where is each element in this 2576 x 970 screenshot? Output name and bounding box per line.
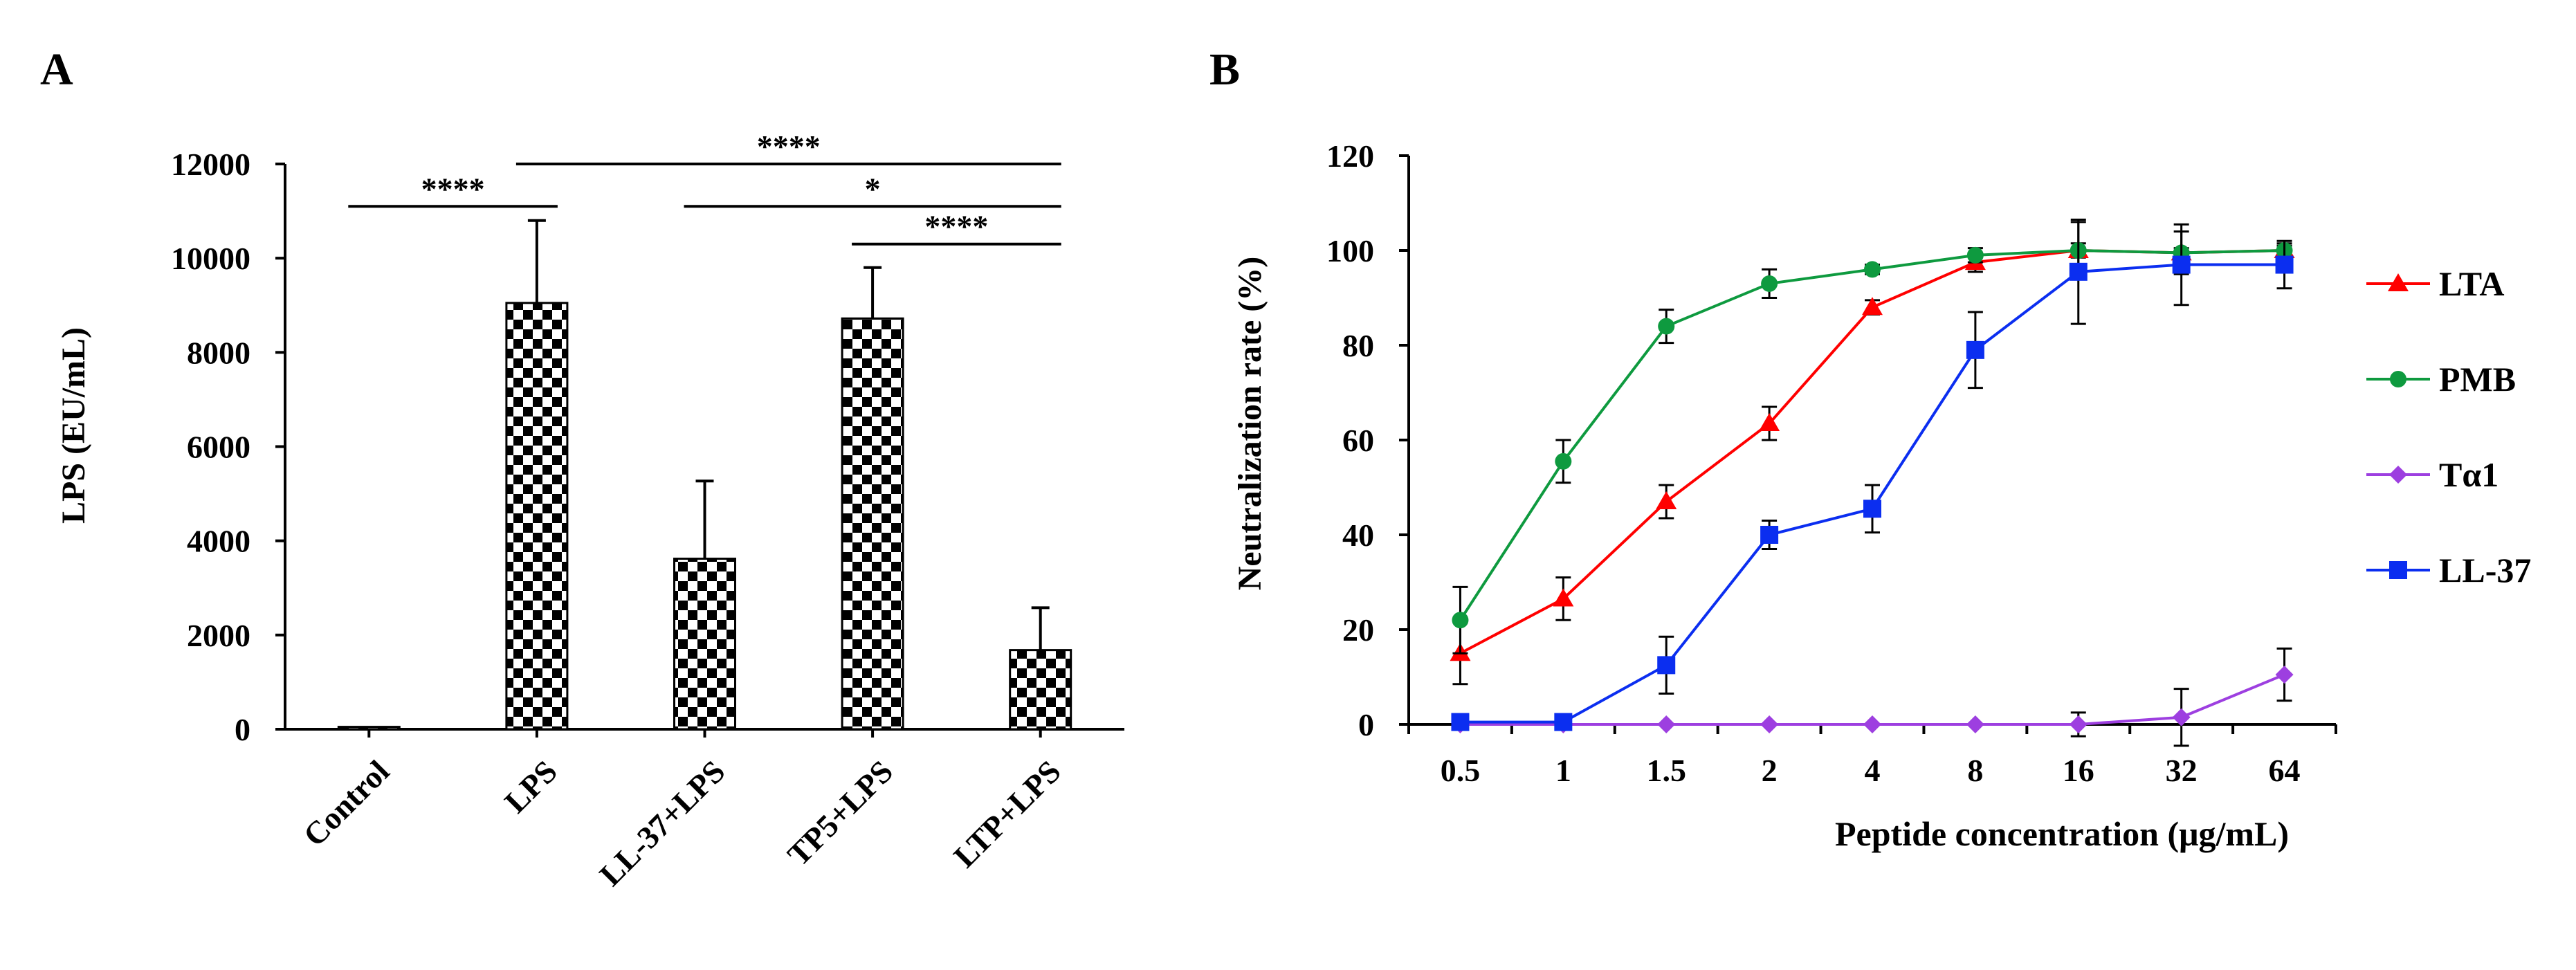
chart-b-y-tick-label: 0 xyxy=(1358,707,1374,742)
chart-a-x-tick-label: TP5+LPS xyxy=(780,753,899,872)
chart-a-y-tick-label: 10000 xyxy=(171,241,250,276)
chart-b-point-ll-37 xyxy=(1760,526,1779,544)
chart-b-legend-label-ll-37: LL-37 xyxy=(2439,551,2531,589)
chart-b-point-t-1 xyxy=(1657,715,1676,733)
chart-a-y-tick-label: 6000 xyxy=(187,430,250,465)
chart-a-y-tick-label: 2000 xyxy=(187,618,250,653)
chart-b-legend-label-t-1: Tα1 xyxy=(2439,455,2499,494)
chart-b-legend-marker-t-1 xyxy=(2389,466,2407,484)
chart-a-x-tick-label: LPS xyxy=(497,753,564,820)
chart-b-point-ll-37 xyxy=(2069,262,2088,281)
chart-a-y-tick-label: 4000 xyxy=(187,524,250,559)
chart-a-bar-ll-37-lps xyxy=(673,558,736,731)
chart-b-point-ll-37 xyxy=(1451,713,1470,731)
chart-b-legend-marker-lta xyxy=(2388,273,2409,291)
chart-b-y-tick-label: 80 xyxy=(1342,328,1374,363)
chart-b-point-ll-37 xyxy=(2172,255,2191,274)
chart-a-y-tick-label: 8000 xyxy=(187,335,250,370)
chart-b-x-tick-label: 4 xyxy=(1865,753,1881,788)
chart-b-point-t-1 xyxy=(2275,666,2294,684)
chart-b-point-pmb xyxy=(1452,612,1469,629)
chart-b-point-pmb xyxy=(1966,246,1984,264)
chart-a-y-axis-label: LPS (EU/mL) xyxy=(55,327,92,524)
chart-b-legend-label-pmb: PMB xyxy=(2439,360,2516,399)
chart-a-bar-ltp-lps xyxy=(1009,649,1072,731)
chart-b-y-tick-label: 60 xyxy=(1342,423,1374,458)
chart-a-significance-label: **** xyxy=(757,129,821,164)
chart-b-x-tick-label: 32 xyxy=(2166,753,2198,788)
chart-b-x-axis-label: Peptide concentration (μg/mL) xyxy=(1835,814,2289,853)
chart-a-y-tick-label: 0 xyxy=(235,712,250,747)
chart-b-point-lta xyxy=(1553,588,1574,607)
chart-a-x-tick-label: LL-37+LPS xyxy=(593,753,732,893)
chart-a-significance-label: **** xyxy=(421,171,485,206)
chart-b-point-pmb xyxy=(1658,318,1675,335)
chart-b-x-tick-label: 1 xyxy=(1555,753,1571,788)
chart-b-legend-marker-pmb xyxy=(2390,371,2406,387)
chart-a: LPS (EU/mL) 0 2000 4000 6000 8000 10000 12000 C… xyxy=(55,129,1124,893)
chart-b-point-pmb xyxy=(1761,275,1778,292)
chart-b-point-t-1 xyxy=(2172,708,2191,726)
chart-b-point-ll-37 xyxy=(1554,713,1573,731)
chart-a-y-tick-label: 12000 xyxy=(171,147,250,182)
chart-b-point-ll-37 xyxy=(1657,656,1676,675)
chart-b-point-ll-37 xyxy=(1863,500,1881,518)
chart-b-y-tick-label: 120 xyxy=(1326,138,1374,174)
chart-b-x-tick-label: 16 xyxy=(2063,753,2094,788)
chart-b-point-t-1 xyxy=(1966,715,1984,733)
chart-b-y-tick-label: 20 xyxy=(1342,612,1374,648)
chart-a-bar-tp5-lps xyxy=(841,317,904,731)
chart-a-significance-label: **** xyxy=(924,209,988,244)
chart-b-x-tick-label: 64 xyxy=(2269,753,2301,788)
chart-b-point-lta xyxy=(1656,491,1677,510)
chart-b-point-lta xyxy=(1759,413,1780,432)
chart-a-x-tick-label: Control xyxy=(296,753,396,853)
chart-b-x-tick-label: 2 xyxy=(1762,753,1778,788)
chart-a-bar-lps xyxy=(505,302,569,731)
chart-b-point-t-1 xyxy=(1863,715,1881,733)
chart-b-point-ll-37 xyxy=(1966,340,1984,359)
chart-b-point-t-1 xyxy=(1760,715,1779,733)
chart-b-legend-label-lta: LTA xyxy=(2439,264,2505,303)
chart-b-x-tick-label: 1.5 xyxy=(1646,753,1686,788)
chart-b-legend-marker-ll-37 xyxy=(2389,561,2407,579)
chart-b-point-lta xyxy=(1862,297,1883,315)
chart-b-point-ll-37 xyxy=(2275,255,2294,274)
chart-b-y-tick-label: 40 xyxy=(1342,518,1374,553)
chart-a-bar-control xyxy=(337,726,401,731)
chart-b-y-axis-label: Neutralization rate (%) xyxy=(1232,257,1268,591)
chart-a-x-tick-label: LTP+LPS xyxy=(947,753,1068,875)
chart-b-point-t-1 xyxy=(2069,715,2088,733)
chart-b-x-tick-label: 8 xyxy=(1967,753,1983,788)
chart-b-y-tick-label: 100 xyxy=(1326,233,1374,268)
chart-b: Neutralization rate (%) Peptide concentr… xyxy=(1232,138,2531,853)
chart-b-point-pmb xyxy=(1864,261,1881,278)
chart-b-point-pmb xyxy=(1555,452,1572,470)
panel-b-label: B xyxy=(1209,44,1240,95)
panel-a-label: A xyxy=(40,44,73,95)
chart-b-x-tick-label: 0.5 xyxy=(1441,753,1481,788)
chart-a-significance-label: * xyxy=(865,171,881,206)
